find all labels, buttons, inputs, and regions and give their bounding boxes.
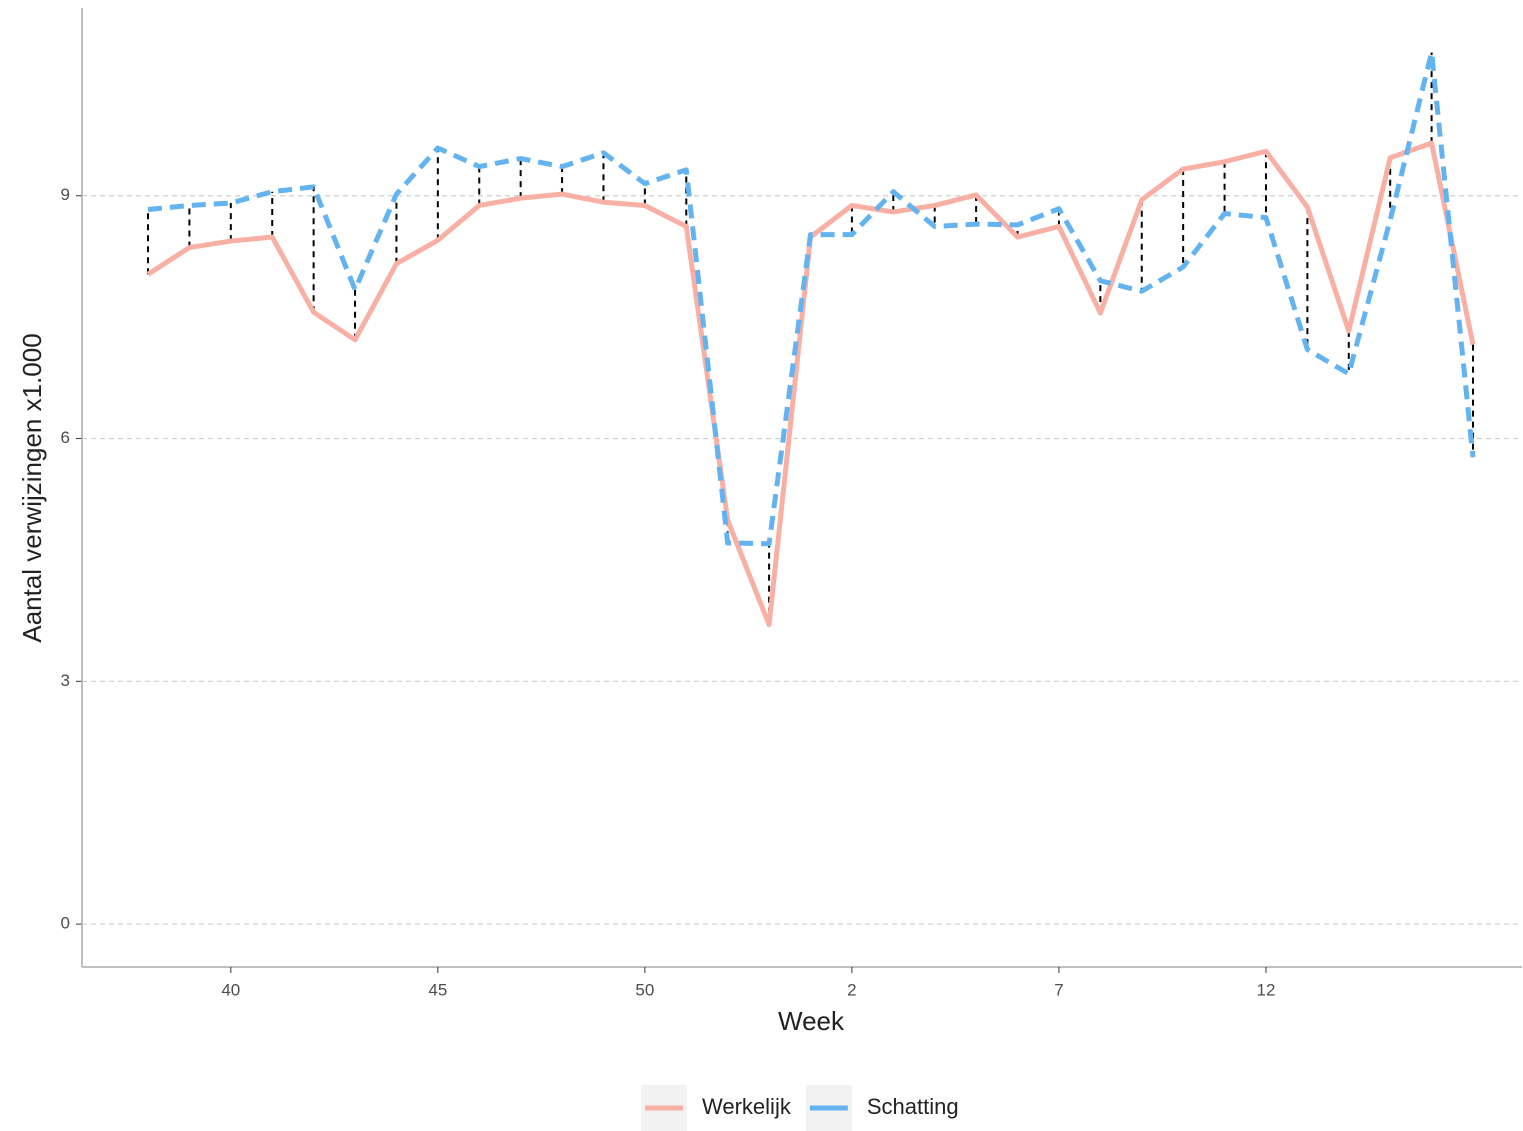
- y-axis-title: Aantal verwijzingen x1.000: [17, 333, 47, 642]
- y-tick-label: 6: [61, 428, 70, 447]
- x-tick-label: 40: [221, 980, 240, 999]
- x-tick-label: 45: [428, 980, 447, 999]
- series-line: [146, 140, 1476, 628]
- legend-label: Werkelijk: [702, 1094, 792, 1119]
- y-tick-label: 3: [61, 671, 70, 690]
- series-line: [147, 50, 1476, 547]
- y-tick-label: 9: [61, 185, 70, 204]
- x-tick-label: 50: [635, 980, 654, 999]
- x-axis-title: Week: [778, 1006, 845, 1036]
- x-tick-label: 2: [847, 980, 856, 999]
- legend-label: Schatting: [867, 1094, 959, 1119]
- y-tick-label: 0: [61, 914, 70, 933]
- x-tick-label: 7: [1054, 980, 1063, 999]
- x-tick-label: 12: [1257, 980, 1276, 999]
